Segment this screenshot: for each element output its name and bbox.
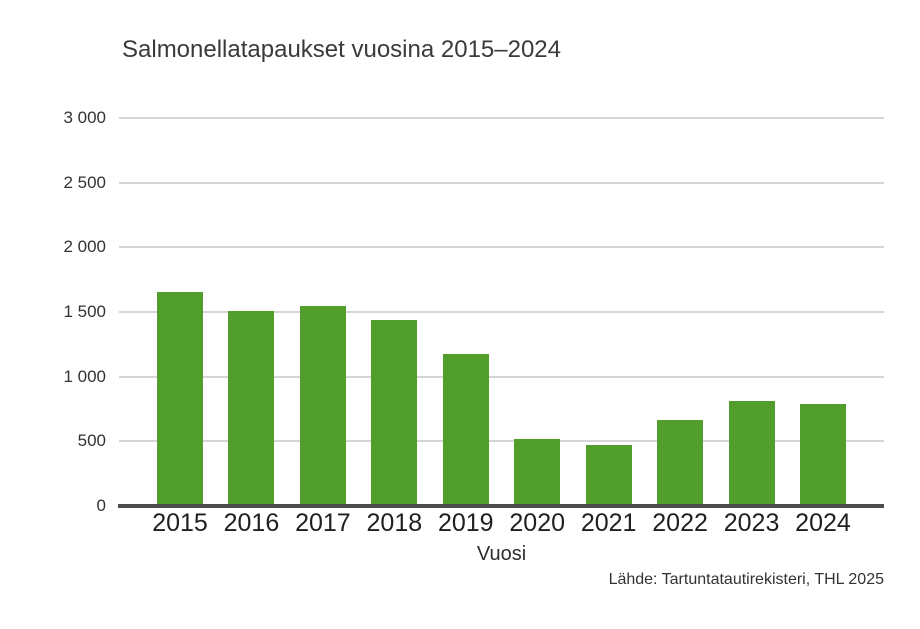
y-tick-label-2500: 2 500 (63, 172, 106, 192)
y-tick-label-500: 500 (77, 431, 106, 451)
gridline-1500 (119, 311, 884, 313)
gridline-3000 (119, 117, 884, 119)
x-tick-label-2015: 2015 (152, 509, 208, 537)
chart-title: Salmonellatapaukset vuosina 2015–2024 (122, 36, 561, 63)
bar-2021 (585, 445, 632, 506)
source-note: Lähde: Tartuntatautirekisteri, THL 2025 (608, 571, 884, 588)
y-tick-label-1000: 1 000 (63, 366, 106, 386)
y-tick-label-0: 0 (96, 496, 106, 515)
gridline-1000 (119, 375, 884, 378)
bar-2018 (371, 320, 418, 506)
bar-2015 (157, 291, 203, 506)
plot-area (118, 117, 884, 508)
x-tick-label-2018: 2018 (366, 509, 423, 537)
gridline-500 (119, 440, 884, 443)
x-tick-label-2022: 2022 (652, 509, 708, 537)
x-tick-label-2024: 2024 (795, 509, 851, 537)
y-tick-label-3000: 3 000 (63, 108, 106, 127)
x-tick-label-2017: 2017 (295, 509, 351, 537)
x-tick-label-2016: 2016 (223, 509, 280, 537)
gridline-2000 (119, 246, 884, 249)
x-axis-tick-labels: 2015 2016 2017 2018 2019 2020 2021 2022 2023 2024 (119, 509, 884, 541)
bar-2023 (728, 400, 775, 506)
bar-2022 (657, 420, 704, 506)
bar-2024 (799, 404, 846, 506)
x-tick-label-2020: 2020 (509, 509, 566, 537)
gridline-2500 (119, 181, 884, 184)
bar-2016 (228, 310, 275, 506)
bar-2020 (514, 439, 561, 506)
y-tick-label-2000: 2 000 (63, 237, 106, 257)
x-axis-line (118, 504, 884, 508)
y-tick-label-1500: 1 500 (63, 302, 106, 321)
x-tick-label-2019: 2019 (437, 509, 494, 537)
x-tick-label-2023: 2023 (723, 509, 780, 537)
x-axis-title: Vuosi (476, 543, 527, 565)
bar-2019 (442, 354, 489, 506)
x-tick-label-2021: 2021 (580, 509, 637, 537)
bar-2017 (299, 306, 346, 506)
